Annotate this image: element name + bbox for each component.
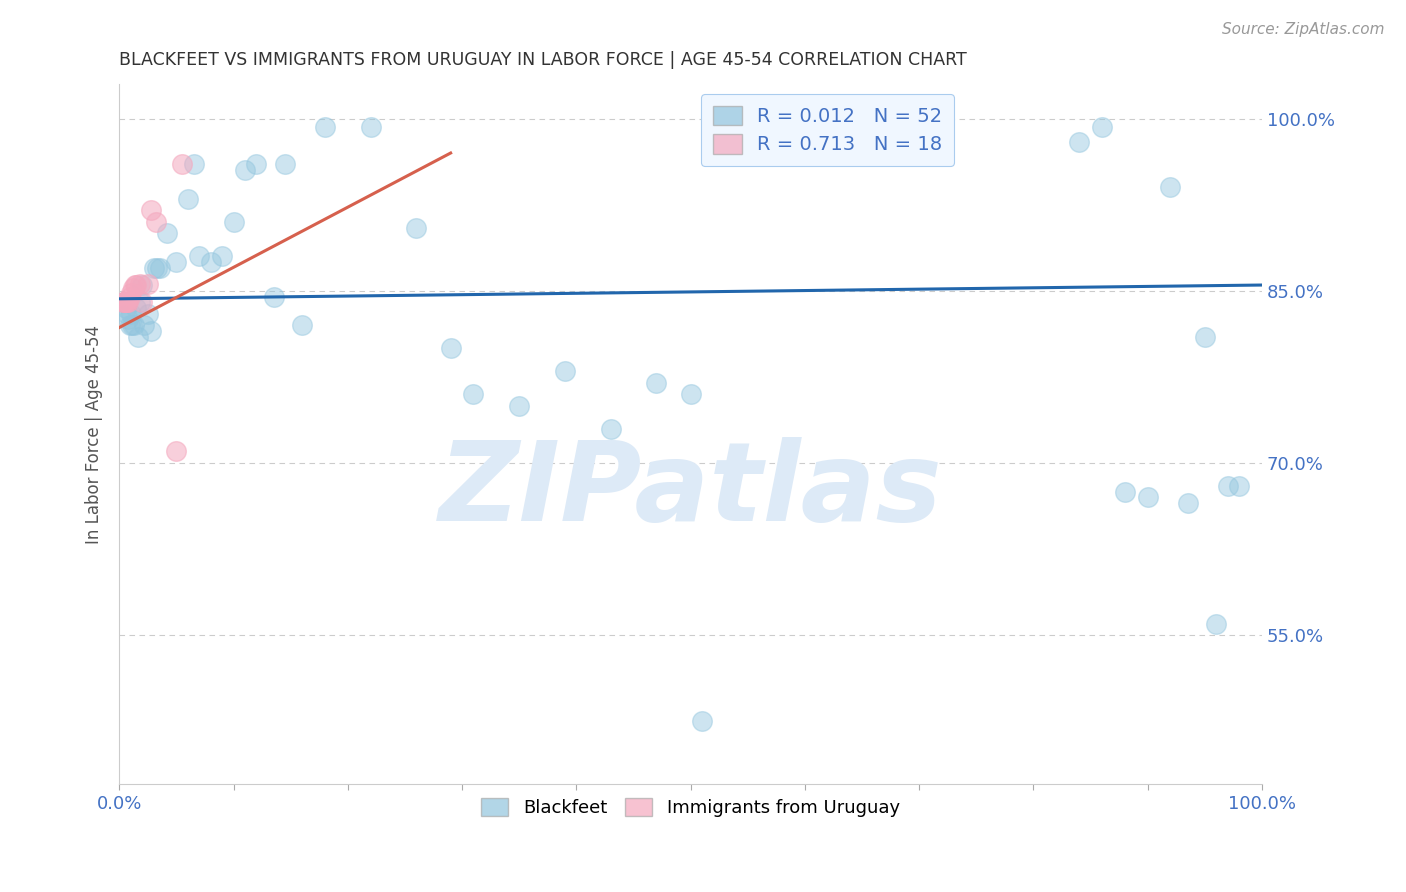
- Point: [117, 307, 139, 321]
- Point: [122, 318, 145, 333]
- Point: [145, 215, 167, 229]
- Point: [274, 157, 297, 171]
- Point: [115, 301, 138, 315]
- Point: [177, 192, 200, 206]
- Point: [114, 295, 136, 310]
- Point: [141, 324, 163, 338]
- Point: [165, 255, 187, 269]
- Point: [172, 157, 194, 171]
- Point: [112, 295, 135, 310]
- Point: [131, 278, 153, 293]
- Point: [405, 220, 427, 235]
- Point: [131, 295, 153, 310]
- Point: [127, 329, 149, 343]
- Point: [1227, 479, 1250, 493]
- Point: [360, 120, 382, 134]
- Point: [1194, 329, 1216, 343]
- Point: [117, 312, 139, 326]
- Point: [222, 215, 245, 229]
- Text: ZIPatlas: ZIPatlas: [439, 437, 942, 544]
- Point: [463, 387, 485, 401]
- Point: [440, 341, 463, 355]
- Point: [1114, 484, 1136, 499]
- Point: [115, 295, 138, 310]
- Point: [245, 157, 267, 171]
- Point: [314, 120, 336, 134]
- Point: [136, 307, 159, 321]
- Legend: Blackfeet, Immigrants from Uruguay: Blackfeet, Immigrants from Uruguay: [474, 790, 907, 824]
- Point: [125, 278, 148, 293]
- Point: [134, 318, 156, 333]
- Point: [165, 444, 187, 458]
- Y-axis label: In Labor Force | Age 45-54: In Labor Force | Age 45-54: [86, 325, 103, 544]
- Point: [645, 376, 668, 390]
- Text: BLACKFEET VS IMMIGRANTS FROM URUGUAY IN LABOR FORCE | AGE 45-54 CORRELATION CHAR: BLACKFEET VS IMMIGRANTS FROM URUGUAY IN …: [120, 51, 967, 69]
- Point: [291, 318, 314, 333]
- Point: [111, 295, 134, 310]
- Point: [118, 318, 141, 333]
- Point: [1205, 616, 1227, 631]
- Point: [142, 260, 165, 275]
- Point: [146, 260, 169, 275]
- Point: [233, 163, 256, 178]
- Point: [1136, 491, 1159, 505]
- Point: [117, 295, 139, 310]
- Point: [1159, 180, 1181, 194]
- Point: [128, 277, 150, 291]
- Point: [141, 203, 163, 218]
- Point: [1216, 479, 1239, 493]
- Point: [188, 249, 211, 263]
- Point: [1091, 120, 1114, 134]
- Point: [508, 399, 530, 413]
- Point: [124, 278, 146, 293]
- Point: [149, 260, 172, 275]
- Point: [554, 364, 576, 378]
- Point: [200, 255, 222, 269]
- Point: [156, 227, 179, 241]
- Point: [679, 387, 702, 401]
- Point: [599, 421, 621, 435]
- Point: [183, 157, 205, 171]
- Point: [690, 714, 713, 729]
- Point: [121, 318, 143, 333]
- Point: [136, 277, 159, 291]
- Point: [125, 301, 148, 315]
- Point: [122, 281, 145, 295]
- Point: [263, 289, 285, 303]
- Point: [120, 286, 142, 301]
- Point: [120, 307, 142, 321]
- Point: [211, 249, 233, 263]
- Text: Source: ZipAtlas.com: Source: ZipAtlas.com: [1222, 22, 1385, 37]
- Point: [1177, 496, 1199, 510]
- Point: [128, 295, 150, 310]
- Point: [117, 295, 139, 310]
- Point: [1067, 135, 1090, 149]
- Point: [118, 289, 141, 303]
- Point: [112, 295, 135, 310]
